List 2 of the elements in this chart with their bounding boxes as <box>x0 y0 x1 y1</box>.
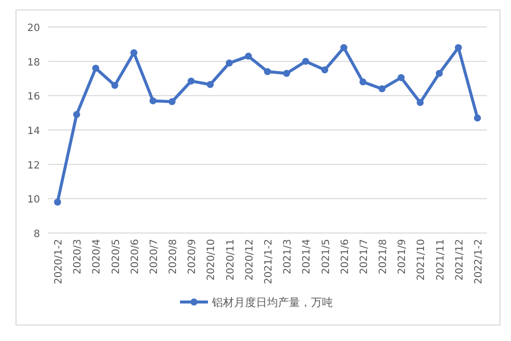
legend-label: 铝材月度日均产量，万吨 <box>211 296 333 309</box>
legend: 铝材月度日均产量，万吨 <box>180 296 333 309</box>
